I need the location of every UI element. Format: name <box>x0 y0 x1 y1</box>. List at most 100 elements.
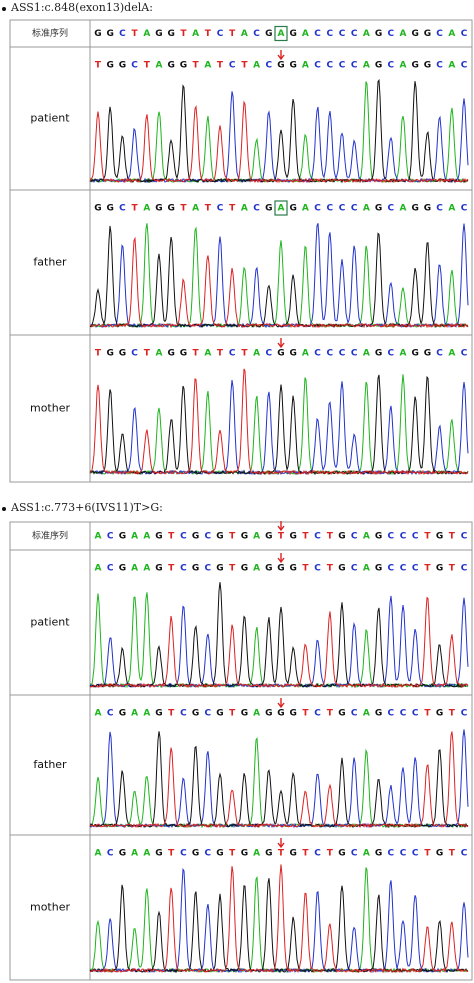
base-letter: G <box>119 532 126 542</box>
variant-arrow <box>277 838 285 849</box>
base-letter: T <box>302 849 309 859</box>
base-letter: A <box>204 61 211 71</box>
base-letter: C <box>461 709 468 719</box>
base-letter: A <box>253 849 260 859</box>
base-letter: G <box>107 29 114 39</box>
base-letter: G <box>265 29 272 39</box>
base-letter: T <box>193 61 200 71</box>
base-letter: C <box>314 61 321 71</box>
base-letter: A <box>192 204 199 214</box>
base-letter: C <box>436 204 443 214</box>
base-letter: C <box>326 349 333 359</box>
base-letter: G <box>241 532 248 542</box>
base-letter: T <box>424 532 431 542</box>
base-letter: G <box>436 849 443 859</box>
base-letter: C <box>180 532 187 542</box>
table-border <box>9 521 473 981</box>
base-letter: C <box>351 709 358 719</box>
base-letter: A <box>363 564 370 574</box>
base-letter: T <box>95 61 102 71</box>
base-letter: G <box>265 204 272 214</box>
sample-label: father <box>33 758 67 771</box>
table-border <box>9 19 473 483</box>
base-letter: G <box>168 29 175 39</box>
variant-arrow <box>277 338 285 349</box>
base-letter: A <box>363 849 370 859</box>
base-letter: A <box>302 349 309 359</box>
base-letter: T <box>327 709 334 719</box>
base-letter: G <box>155 564 162 574</box>
base-letter: C <box>204 532 211 542</box>
base-letter: C <box>351 61 358 71</box>
base-letter: C <box>253 29 260 39</box>
base-letter: C <box>253 204 260 214</box>
base-letter: G <box>290 564 297 574</box>
base-letter: A <box>302 204 309 214</box>
base-letter: T <box>229 204 236 214</box>
base-letter: A <box>131 849 138 859</box>
base-letter: C <box>351 564 358 574</box>
base-letter: G <box>277 349 284 359</box>
base-letter: C <box>461 61 468 71</box>
base-letter: C <box>326 61 333 71</box>
base-letter: G <box>290 204 297 214</box>
base-letter: A <box>363 709 370 719</box>
base-letter: G <box>375 564 382 574</box>
base-letter: G <box>241 564 248 574</box>
base-letter: C <box>314 349 321 359</box>
base-letter: C <box>387 564 394 574</box>
base-letter: G <box>155 532 162 542</box>
base-letter: G <box>107 61 114 71</box>
base-letter: G <box>277 709 284 719</box>
base-letter: G <box>424 61 431 71</box>
base-letter: G <box>216 532 223 542</box>
base-letter: G <box>412 204 419 214</box>
base-letter: G <box>375 61 382 71</box>
variant-arrow <box>277 521 285 532</box>
base-letter: G <box>107 204 114 214</box>
base-letter: C <box>107 532 114 542</box>
base-letter: A <box>131 564 138 574</box>
base-letter: A <box>143 564 150 574</box>
base-letter: G <box>107 349 114 359</box>
base-letter: A <box>363 61 370 71</box>
base-letter: T <box>229 849 236 859</box>
base-letter: G <box>155 709 162 719</box>
base-letter: A <box>278 29 285 39</box>
base-letter: G <box>192 709 199 719</box>
variant-arrow <box>277 50 285 61</box>
base-letter: C <box>265 349 272 359</box>
base-letter: G <box>155 849 162 859</box>
base-letter: G <box>241 849 248 859</box>
base-letter: A <box>253 61 260 71</box>
base-letter: A <box>253 349 260 359</box>
base-letter: C <box>314 709 321 719</box>
base-letter: G <box>155 29 162 39</box>
base-letter: C <box>229 349 236 359</box>
base-letter: T <box>424 564 431 574</box>
base-letter: G <box>375 349 382 359</box>
trace <box>89 368 469 476</box>
base-letter: C <box>412 532 419 542</box>
base-letter: T <box>180 204 187 214</box>
trace <box>90 867 469 974</box>
base-letter: C <box>461 532 468 542</box>
base-letter: T <box>241 349 248 359</box>
base-letter: T <box>217 61 224 71</box>
base-letter: G <box>424 349 431 359</box>
base-letter: A <box>363 349 370 359</box>
base-letter: G <box>424 204 431 214</box>
base-letter: C <box>119 204 126 214</box>
base-letter: C <box>461 204 468 214</box>
base-letter: C <box>107 709 114 719</box>
base-letter: C <box>131 349 138 359</box>
base-letter: C <box>387 709 394 719</box>
trace <box>89 374 469 476</box>
base-letter: G <box>216 849 223 859</box>
base-letter: G <box>192 532 199 542</box>
section-heading: ASS1:c.773+6(IVS11)T>G: <box>10 501 163 514</box>
base-letter: T <box>327 564 334 574</box>
base-letter: A <box>302 29 309 39</box>
base-letter: C <box>326 29 333 39</box>
